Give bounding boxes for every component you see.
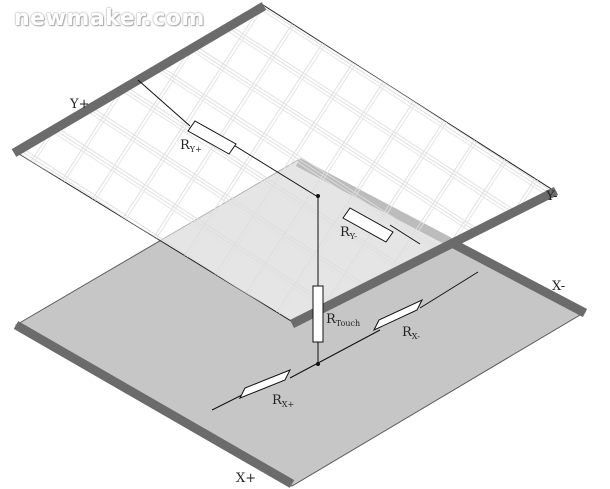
x-wire-left (211, 393, 245, 411)
label-x-plus: X+ (236, 471, 256, 486)
x-wire-middle (289, 361, 321, 379)
label-y-plus: Y+ (69, 97, 89, 112)
label-x-minus: X- (552, 279, 565, 294)
x-plus-electrode (13, 321, 295, 488)
label-rx-plus: RX+ (272, 393, 294, 409)
label-rtouch: RTouch (326, 312, 360, 328)
label-ry-minus: RY- (340, 225, 357, 241)
watermark: newmaker.com (14, 6, 205, 31)
label-rx-minus: RX- (402, 325, 420, 341)
y-wire-middle (231, 143, 319, 198)
label-ry-plus: RY+ (180, 138, 202, 154)
resistor-rtouch (312, 285, 324, 343)
resistor-rx-plus (238, 369, 292, 399)
resistor-ry-plus (187, 120, 237, 155)
touch-contact-node-bottom (316, 362, 320, 366)
x-wire-right (419, 271, 479, 309)
y-minus-electrode (289, 186, 559, 329)
x-wire-center (319, 329, 381, 363)
top-layer-grid-pattern (16, 5, 556, 324)
y-plus-electrode (11, 2, 267, 157)
resistor-ry-minus (342, 207, 394, 243)
touch-contact-node-top (316, 194, 320, 198)
y-wire-left (137, 79, 191, 127)
y-wire-right (389, 224, 421, 245)
label-y-minus: Y- (545, 189, 558, 204)
resistor-rx-minus (372, 298, 424, 332)
